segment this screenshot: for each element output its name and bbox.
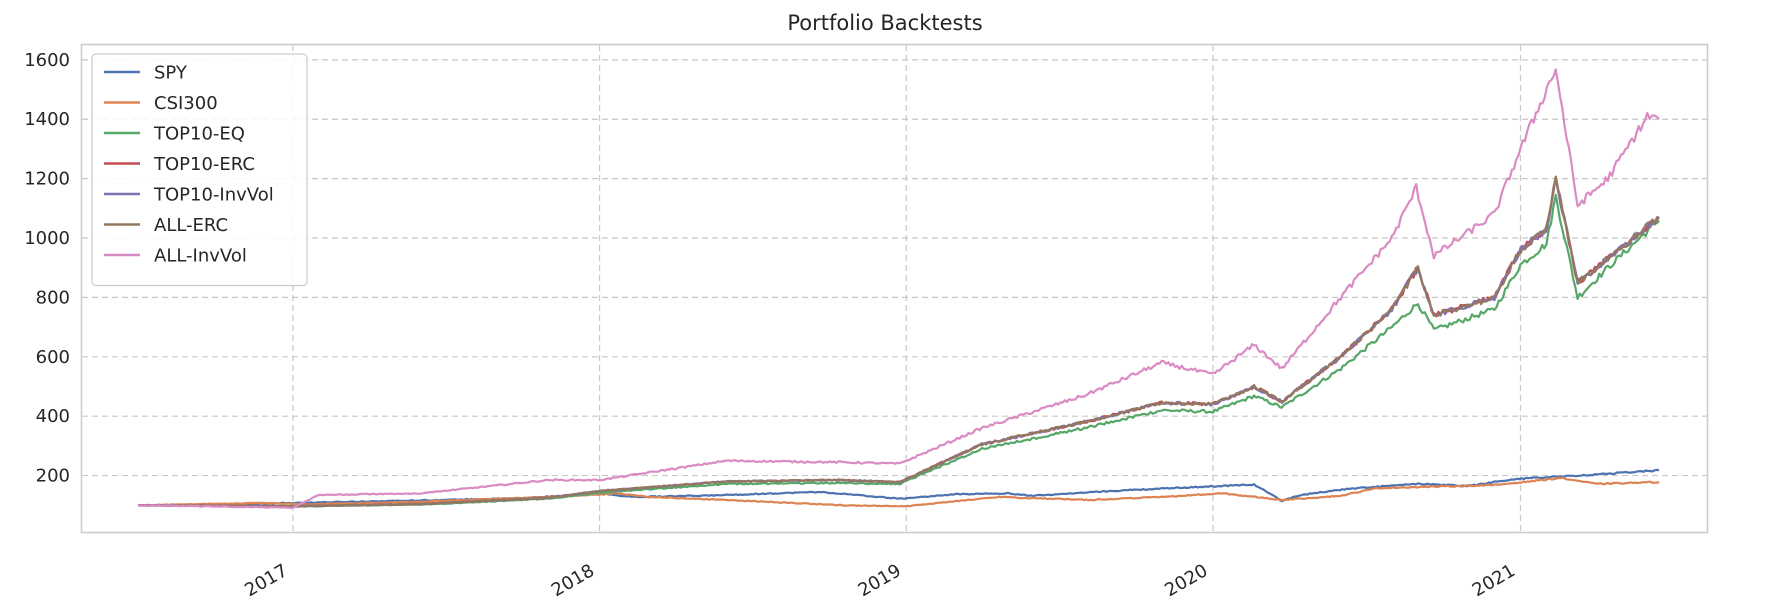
series-line-all-invvol <box>138 68 1660 509</box>
y-tick-label: 600 <box>36 347 70 368</box>
legend-label: TOP10-EQ <box>153 124 245 145</box>
x-tick-label: 2017 <box>241 560 291 601</box>
series-line-top10-invvol <box>138 176 1660 508</box>
x-tick-label: 2021 <box>1469 560 1519 601</box>
legend-label: TOP10-InvVol <box>153 185 274 206</box>
legend-label: ALL-InvVol <box>154 246 247 267</box>
y-tick-label: 1200 <box>24 169 70 190</box>
x-tick-label: 2018 <box>548 560 598 601</box>
y-tick-label: 1600 <box>24 50 70 71</box>
x-tick-label: 2019 <box>855 560 905 601</box>
series-line-csi300 <box>138 476 1660 508</box>
legend-box <box>91 53 308 287</box>
chart-title: Portfolio Backtests <box>787 11 982 35</box>
y-tick-label: 1400 <box>24 109 70 130</box>
y-tick-label: 200 <box>36 466 70 487</box>
legend-label: TOP10-ERC <box>153 154 255 175</box>
legend-label: CSI300 <box>154 93 218 114</box>
series-lines <box>138 68 1660 509</box>
legend-label: ALL-ERC <box>154 215 228 236</box>
grid <box>82 45 1707 532</box>
x-axis-ticks: 2017 2018 2019 2020 2021 <box>241 560 1519 601</box>
legend: SPY CSI300 TOP10-EQ TOP10-ERC TOP10-InvVol AL… <box>91 53 308 287</box>
series-line-all-erc <box>138 175 1660 508</box>
series-line-spy <box>138 468 1660 507</box>
series-line-top10-erc <box>138 176 1660 508</box>
legend-label: SPY <box>154 63 188 84</box>
x-tick-label: 2020 <box>1161 560 1211 601</box>
y-axis-ticks: 200 400 600 800 1000 1200 1400 1600 <box>24 50 70 487</box>
y-tick-label: 1000 <box>24 228 70 249</box>
y-tick-label: 800 <box>36 287 70 308</box>
y-tick-label: 400 <box>36 406 70 427</box>
plot-frame <box>80 43 1709 534</box>
